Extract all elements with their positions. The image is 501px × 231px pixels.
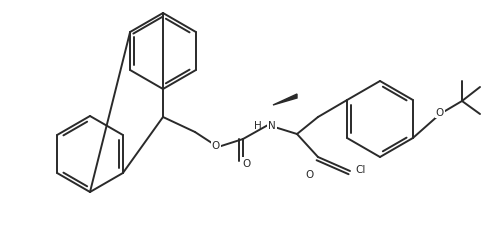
Text: N: N: [268, 121, 275, 131]
Text: H: H: [254, 121, 262, 131]
Text: O: O: [211, 140, 219, 150]
Text: Cl: Cl: [354, 164, 365, 174]
Polygon shape: [273, 94, 297, 106]
Text: O: O: [242, 158, 250, 168]
Text: O: O: [305, 169, 314, 179]
Text: O: O: [435, 108, 443, 118]
